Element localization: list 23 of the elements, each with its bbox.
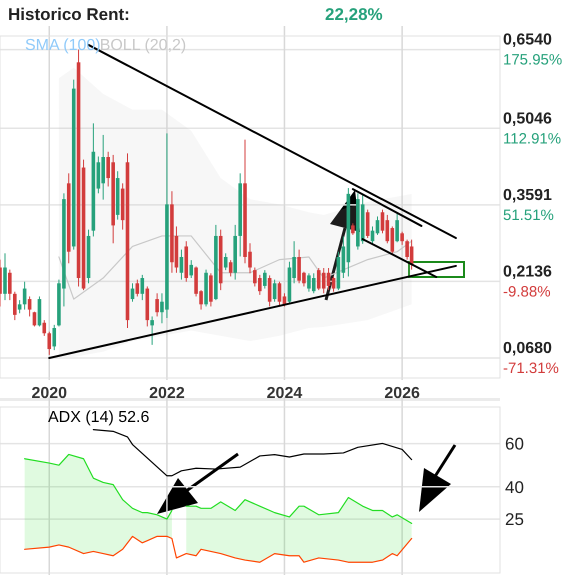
y2-tick-label: 175.95% xyxy=(503,52,562,69)
chart-subtitle: 22,28% xyxy=(325,5,383,24)
series-label: ADX (14) 52.6 xyxy=(48,409,150,426)
y-tick-label: 0,6540 xyxy=(503,32,552,49)
y2-tick-label: 112.91% xyxy=(503,130,562,148)
line-series xyxy=(24,536,412,563)
line-series xyxy=(92,429,412,476)
y2-tick-label: 51.51% xyxy=(503,206,554,224)
y-tick-label: 0,3591 xyxy=(503,186,552,204)
x-tick-label: 2026 xyxy=(384,385,420,402)
annotation: SMA (100) xyxy=(25,37,101,54)
x-tick-label: 2024 xyxy=(266,385,302,402)
x-tick-label: 2020 xyxy=(31,385,68,402)
y-tick-label: 0,5046 xyxy=(503,110,552,128)
x-tick-label: 2022 xyxy=(149,385,185,402)
y-tick-label: 0,0680 xyxy=(503,340,552,358)
y2-tick-label: -9.88% xyxy=(503,283,551,300)
y2-tick-label: -71.31% xyxy=(503,360,559,378)
y-tick-label: 40 xyxy=(505,478,524,497)
y-tick-label: 60 xyxy=(505,434,524,454)
y-tick-label: 0,2136 xyxy=(503,263,552,280)
chart-title: Historico Rent: xyxy=(8,5,130,24)
y-tick-label: 25 xyxy=(505,510,524,530)
